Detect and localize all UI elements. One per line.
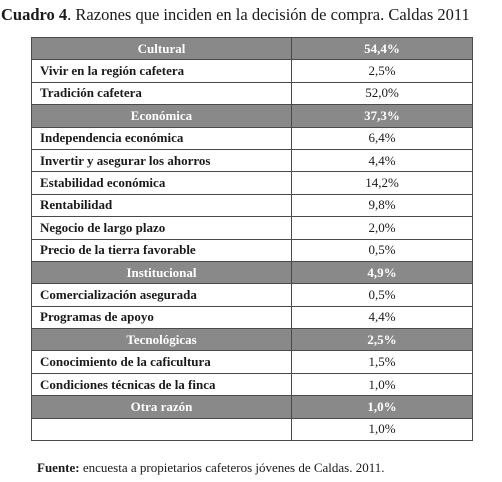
group-value: 37,3% xyxy=(291,104,473,128)
reason-value: 6,4% xyxy=(291,126,473,150)
table-row: Comercialización asegurada 0,5% xyxy=(31,283,473,307)
reason-value: 1,5% xyxy=(291,350,473,374)
reason-label: Vivir en la región cafetera xyxy=(31,59,292,83)
reason-value: 14,2% xyxy=(291,171,473,195)
group-name: Económica xyxy=(31,104,292,128)
table-row: Conocimiento de la caficultura 1,5% xyxy=(31,350,473,374)
group-name: Institucional xyxy=(31,260,292,285)
table-row: Condiciones técnicas de la finca 1,0% xyxy=(31,372,473,397)
reason-value: 2,5% xyxy=(291,59,473,83)
reason-label xyxy=(31,417,292,442)
reason-label: Invertir y asegurar los ahorros xyxy=(31,148,292,173)
group-header-row: Institucional 4,9% xyxy=(31,260,473,285)
table-row: Vivir en la región cafetera 2,5% xyxy=(31,59,473,83)
reason-label: Conocimiento de la caficultura xyxy=(31,350,292,374)
source-label: Fuente: xyxy=(37,460,80,475)
table-row: Programas de apoyo 4,4% xyxy=(31,305,473,330)
group-header-row: Económica 37,3% xyxy=(31,104,473,128)
group-value: 54,4% xyxy=(291,36,473,61)
group-name: Cultural xyxy=(31,36,292,61)
table-row: 1,0% xyxy=(31,417,473,442)
caption-text: . Razones que inciden en la decisión de … xyxy=(67,5,470,24)
reason-value: 0,5% xyxy=(291,238,473,262)
group-value: 2,5% xyxy=(291,328,473,352)
source-text: encuesta a propietarios cafeteros jóvene… xyxy=(79,460,385,475)
table-row: Negocio de largo plazo 2,0% xyxy=(31,216,473,240)
reason-value: 4,4% xyxy=(291,148,473,173)
group-name: Otra razón xyxy=(31,395,292,419)
reason-label: Estabilidad económica xyxy=(31,171,292,195)
group-header-row: Cultural 54,4% xyxy=(31,36,473,61)
source-note: Fuente: encuesta a propietarios cafetero… xyxy=(37,460,385,476)
group-value: 4,9% xyxy=(291,260,473,285)
reasons-table-body: Cultural 54,4% Vivir en la región cafetera… xyxy=(31,36,473,442)
reason-label: Rentabilidad xyxy=(31,193,292,218)
table-row: Rentabilidad 9,8% xyxy=(31,193,473,218)
reason-value: 0,5% xyxy=(291,283,473,307)
reason-value: 1,0% xyxy=(291,417,473,442)
table-row: Estabilidad económica 14,2% xyxy=(31,171,473,195)
reason-label: Precio de la tierra favorable xyxy=(31,238,292,262)
reason-value: 4,4% xyxy=(291,305,473,330)
table-caption: Cuadro 4. Razones que inciden en la deci… xyxy=(1,5,501,25)
reason-label: Programas de apoyo xyxy=(31,305,292,330)
table-row: Invertir y asegurar los ahorros 4,4% xyxy=(31,148,473,173)
group-header-row: Tecnológicas 2,5% xyxy=(31,328,473,352)
reason-value: 52,0% xyxy=(291,81,473,106)
table-row: Precio de la tierra favorable 0,5% xyxy=(31,238,473,262)
reason-label: Independencia económica xyxy=(31,126,292,150)
group-header-row: Otra razón 1,0% xyxy=(31,395,473,419)
group-name: Tecnológicas xyxy=(31,328,292,352)
table-row: Tradición cafetera 52,0% xyxy=(31,81,473,106)
reason-value: 1,0% xyxy=(291,372,473,397)
group-value: 1,0% xyxy=(291,395,473,419)
reason-label: Tradición cafetera xyxy=(31,81,292,106)
reason-value: 2,0% xyxy=(291,216,473,240)
caption-label: Cuadro 4 xyxy=(1,5,68,24)
table-row: Independencia económica 6,4% xyxy=(31,126,473,150)
reasons-table: Cultural 54,4% Vivir en la región cafetera… xyxy=(31,36,473,442)
reason-label: Negocio de largo plazo xyxy=(31,216,292,240)
reason-label: Comercialización asegurada xyxy=(31,283,292,307)
reason-label: Condiciones técnicas de la finca xyxy=(31,372,292,397)
reason-value: 9,8% xyxy=(291,193,473,218)
